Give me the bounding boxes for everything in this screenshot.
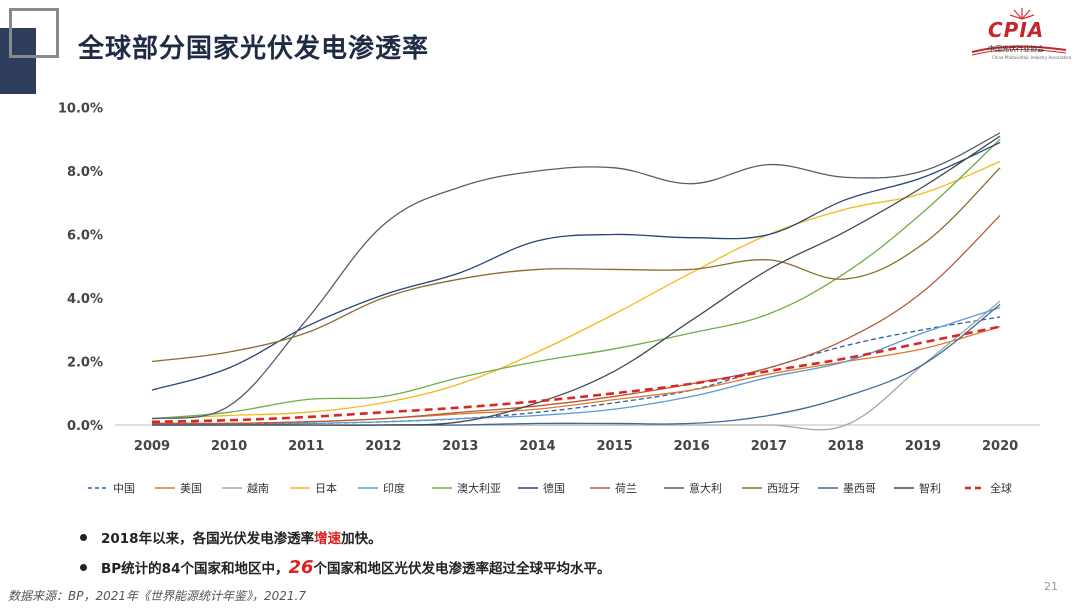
legend-label: 澳大利亚: [457, 481, 501, 495]
series-line-日本: [151, 160, 1001, 420]
data-source: 数据来源：BP，2021年《世界能源统计年鉴》，2021.7: [8, 589, 306, 603]
y-tick-label: 10.0%: [58, 102, 103, 117]
y-tick-label: 2.0%: [67, 356, 103, 371]
bullet-item: BP统计的84个国家和地区中， 26 个国家和地区光伏发电渗透率超过全球平均水平…: [80, 552, 611, 582]
logo-sun-icon: [1009, 8, 1035, 20]
bullet-dot: [80, 533, 87, 541]
x-tick-label: 2012: [365, 439, 401, 454]
legend-label: 德国: [543, 481, 565, 495]
legend-label: 全球: [990, 481, 1012, 495]
bullet-text-end: 加快。: [341, 531, 382, 547]
bullet-item: 2018年以来，各国光伏发电渗透率 增速 加快。: [80, 522, 611, 552]
bullet-dot: [80, 563, 87, 571]
x-tick-label: 2018: [828, 439, 864, 454]
bullet-text: 2018年以来，各国光伏发电渗透率: [101, 531, 315, 547]
legend-label: 中国: [113, 482, 135, 495]
series-line-全球: [151, 325, 1001, 424]
x-tick-label: 2014: [519, 439, 555, 454]
legend-label: 越南: [247, 481, 269, 495]
x-tick-label: 2016: [674, 439, 710, 454]
bullet-highlight: 增速: [314, 531, 342, 547]
legend-label: 印度: [383, 481, 405, 495]
legend-label: 智利: [919, 481, 941, 495]
x-tick-label: 2015: [597, 439, 633, 454]
series-line-澳大利亚: [151, 138, 1001, 420]
y-tick-label: 8.0%: [67, 165, 103, 180]
page-number: 21: [1044, 580, 1058, 593]
x-tick-label: 2013: [442, 439, 478, 454]
legend-label: 日本: [315, 481, 337, 495]
bullet-text-end: 个国家和地区光伏发电渗透率超过全球平均水平。: [313, 561, 611, 577]
legend-label: 墨西哥: [843, 482, 876, 495]
legend-label: 意大利: [689, 481, 722, 495]
x-tick-label: 2017: [751, 439, 787, 454]
legend-label: 西班牙: [767, 482, 800, 495]
legend-label: 美国: [180, 482, 202, 495]
x-tick-label: 2009: [134, 439, 170, 454]
series-line-墨西哥: [152, 303, 1001, 426]
bullet-text: BP统计的84个国家和地区中，: [101, 561, 289, 577]
decorative-frame: [9, 8, 59, 58]
y-tick-label: 4.0%: [67, 292, 103, 307]
x-tick-label: 2019: [905, 439, 941, 454]
x-tick-label: 2011: [288, 439, 324, 454]
series-line-智利: [152, 135, 1001, 426]
x-tick-label: 2010: [211, 439, 247, 454]
series-line-荷兰: [151, 214, 1001, 425]
logo-name: CPIA: [988, 18, 1045, 42]
page-title: 全球部分国家光伏发电渗透率: [78, 34, 430, 64]
y-tick-label: 0.0%: [67, 419, 103, 434]
logo-cn-name: 中国光伏行业协会: [988, 45, 1044, 53]
line-chart: 0.0% 2.0% 4.0% 6.0% 8.0% 10.0% 2009 2010 2011 201…: [58, 102, 1040, 495]
bullet-list: 2018年以来，各国光伏发电渗透率 增速 加快。 BP统计的84个国家和地区中，…: [80, 522, 611, 582]
series-line-越南: [152, 300, 1001, 431]
series-line-意大利: [151, 132, 1001, 420]
x-tick-label: 2020: [982, 439, 1018, 454]
logo-swoosh: [971, 45, 1067, 56]
logo-en-name: China Photovoltaic Industry Association: [992, 55, 1072, 60]
bullet-highlight-number: 26: [288, 556, 314, 578]
legend-label: 荷兰: [615, 482, 637, 495]
y-tick-label: 6.0%: [67, 229, 103, 244]
decorative-navy-block: [0, 28, 36, 94]
series-line-西班牙: [151, 167, 1001, 363]
